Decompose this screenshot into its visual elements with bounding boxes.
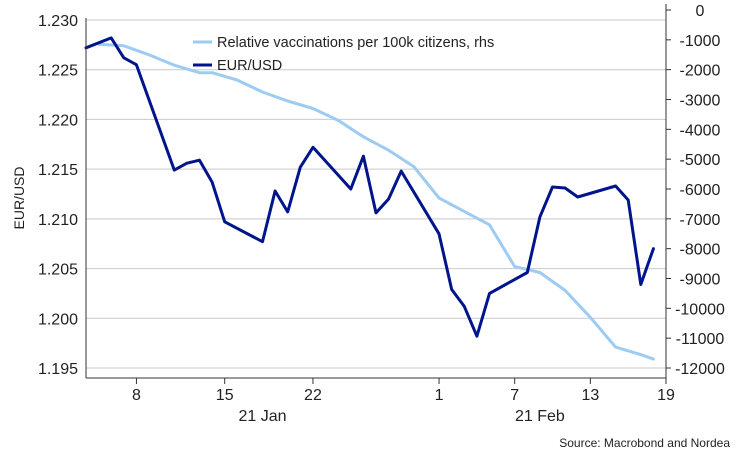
source-note: Source: Macrobond and Nordea bbox=[559, 436, 730, 450]
series-lines bbox=[84, 36, 655, 361]
y-left-tick-label: 1.200 bbox=[38, 311, 78, 328]
grid-lines bbox=[86, 19, 666, 369]
y-right-tick-label: -9000 bbox=[680, 272, 721, 289]
legend: Relative vaccinations per 100k citizens,… bbox=[193, 35, 494, 74]
y-left-tick-label: 1.220 bbox=[38, 112, 78, 129]
axes bbox=[85, 4, 671, 384]
x-tick-label: 7 bbox=[510, 387, 519, 404]
y-left-tick-label: 1.205 bbox=[38, 262, 78, 279]
y-right-tick-label: -6000 bbox=[680, 182, 721, 199]
y-right-tick-label: -2000 bbox=[680, 63, 721, 80]
x-tick-label: 15 bbox=[216, 387, 234, 404]
x-tick-label: 1 bbox=[435, 387, 444, 404]
y-right-tick-label: -12000 bbox=[675, 361, 725, 378]
y-right-tick-label: 0 bbox=[696, 3, 705, 20]
y-right-tick-label: -1000 bbox=[680, 33, 721, 50]
x-tick-label: 13 bbox=[581, 387, 599, 404]
y-right-tick-label: -8000 bbox=[680, 242, 721, 259]
legend-label-eurusd: EUR/USD bbox=[217, 58, 282, 74]
y-right-tick-label: -4000 bbox=[680, 122, 721, 139]
tick-labels: 1.230 1.225 1.220 1.215 1.210 1.205 1.200 1.195… bbox=[38, 3, 725, 425]
x-tick-label: 22 bbox=[304, 387, 322, 404]
y-right-tick-label: -10000 bbox=[675, 301, 725, 318]
series-line-vaccinations bbox=[97, 42, 655, 361]
x-tick-label: 8 bbox=[132, 387, 141, 404]
legend-label-vaccinations: Relative vaccinations per 100k citizens,… bbox=[217, 35, 494, 51]
x-tick-label: 19 bbox=[657, 387, 675, 404]
y-right-tick-label: -11000 bbox=[676, 331, 725, 348]
y-right-tick-label: -3000 bbox=[680, 93, 721, 110]
y-left-tick-label: 1.225 bbox=[38, 63, 78, 80]
y-left-tick-label: 1.210 bbox=[38, 212, 78, 229]
y-left-tick-label: 1.195 bbox=[38, 361, 78, 378]
y-axis-left-label: EUR/USD bbox=[11, 166, 27, 229]
series-line-eurusd bbox=[84, 36, 655, 338]
y-left-tick-label: 1.230 bbox=[38, 13, 78, 30]
x-month-label: 21 Jan bbox=[238, 408, 286, 425]
y-right-tick-label: -7000 bbox=[680, 212, 721, 229]
y-left-tick-label: 1.215 bbox=[38, 162, 78, 179]
y-right-tick-label: -5000 bbox=[680, 152, 721, 169]
x-month-label: 21 Feb bbox=[515, 408, 565, 425]
